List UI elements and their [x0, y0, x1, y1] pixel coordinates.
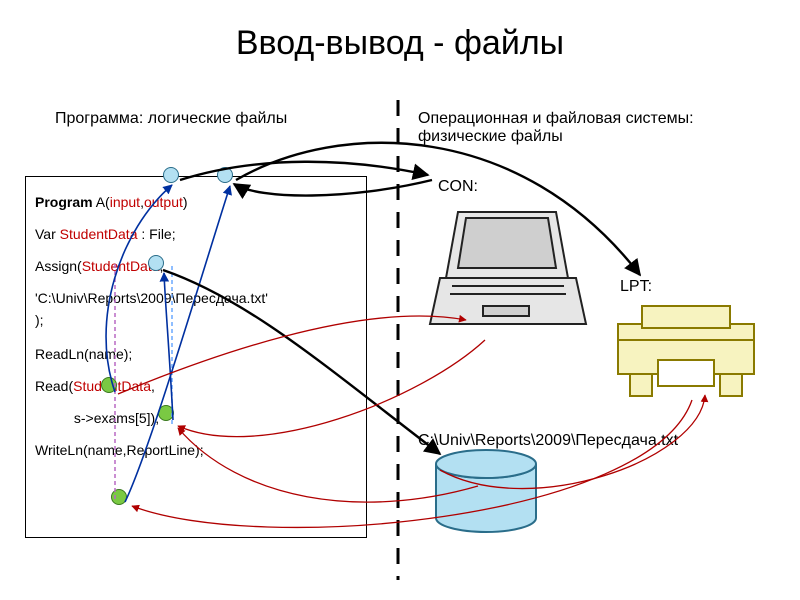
node-readln [101, 377, 117, 393]
con-label: CON: [438, 178, 478, 196]
node-read [158, 405, 174, 421]
code-line: Assign(StudentData, [35, 258, 163, 274]
page-title: Ввод-вывод - файлы [0, 24, 800, 63]
laptop-icon [428, 206, 588, 336]
code-line: Program A(input,output) [35, 194, 188, 210]
code-line: Read(StudentData, [35, 378, 155, 394]
code-line: WriteLn(name,ReportLine); [35, 442, 204, 458]
node-writeln [111, 489, 127, 505]
code-line: 'С:\Univ\Reports\2009\Пересдача.txt' [35, 290, 268, 306]
left-heading: Программа: логические файлы [55, 110, 315, 128]
node-studentdata [148, 255, 164, 271]
code-line: ReadLn(name); [35, 346, 132, 362]
code-line: ); [35, 312, 44, 328]
right-heading: Операционная и файловая системы: физичес… [418, 110, 738, 146]
storage-cylinder-icon [432, 448, 540, 534]
printer-icon [612, 300, 760, 410]
node-input [163, 167, 179, 183]
lpt-label: LPT: [620, 278, 652, 296]
code-line: Var StudentData : File; [35, 226, 176, 242]
code-line: s->exams[5]); [35, 410, 159, 426]
node-output [217, 167, 233, 183]
